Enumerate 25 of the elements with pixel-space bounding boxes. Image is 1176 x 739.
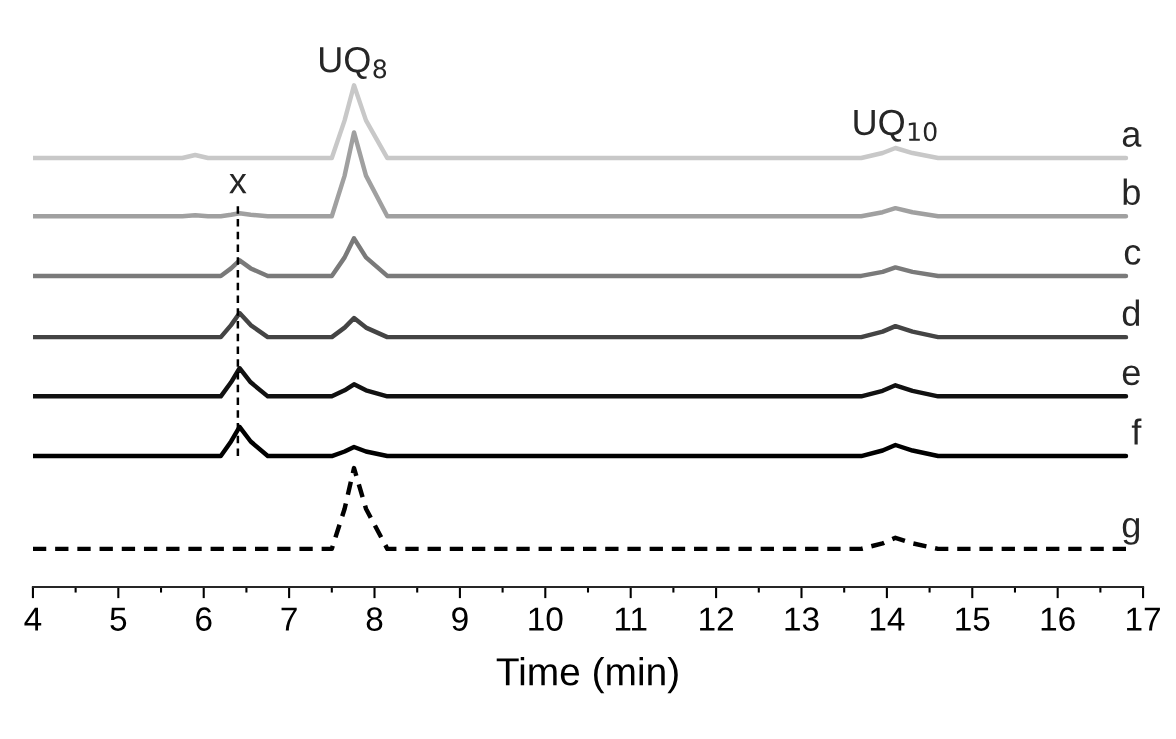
series-label: c <box>1124 245 1141 265</box>
series-label: a <box>1122 127 1142 147</box>
x-tick-label: 14 <box>870 607 905 631</box>
x-tick-label: 10 <box>529 607 563 631</box>
x-tick-label: 15 <box>956 607 990 631</box>
x-tick-label: 13 <box>785 607 819 631</box>
annotation: x <box>229 174 247 194</box>
annotation: UQ$_{8}$ <box>320 46 387 79</box>
x-axis-title: Time (min) <box>496 656 678 694</box>
x-tick-label: 5 <box>110 607 127 631</box>
series-label: d <box>1122 299 1140 326</box>
x-tick-label: 11 <box>615 607 647 631</box>
annotation: UQ$_{10}$ <box>854 109 937 142</box>
series-label: f <box>1131 418 1142 445</box>
x-tick-label: 7 <box>281 607 297 631</box>
x-tick-label: 6 <box>196 607 212 631</box>
series-label: g <box>1122 517 1140 545</box>
x-tick-label: 9 <box>452 607 468 631</box>
x-tick-label: 8 <box>366 607 383 631</box>
x-tick-label: 17 <box>1127 607 1160 631</box>
x-tick-label: 4 <box>24 607 42 631</box>
x-tick-label: 16 <box>1041 607 1075 631</box>
series-label: b <box>1123 178 1140 206</box>
x-tick-label: 12 <box>700 607 733 631</box>
series-label: e <box>1122 365 1140 386</box>
